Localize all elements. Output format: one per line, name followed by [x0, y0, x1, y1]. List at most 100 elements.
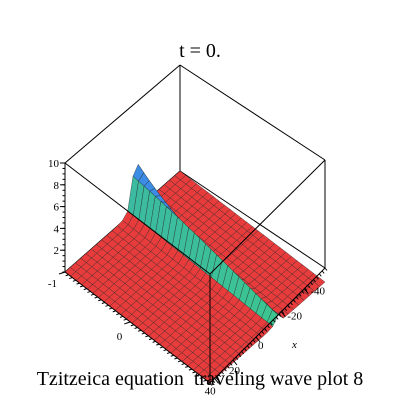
y-minor-tick [152, 340, 156, 343]
x-minor-tick [241, 351, 245, 355]
x-minor-tick [267, 325, 270, 329]
y-minor-tick [163, 349, 167, 352]
x-minor-tick [221, 371, 224, 375]
y-minor-tick [188, 368, 193, 371]
x-tick-label: 0 [258, 340, 264, 352]
z-tick-label: 10 [48, 158, 60, 170]
x-tick-label: -40 [310, 286, 325, 298]
x-minor-tick [269, 322, 273, 326]
z-tick-label: 4 [54, 223, 60, 235]
y-minor-tick [181, 363, 185, 366]
x-tick-label: -20 [287, 311, 302, 323]
y-minor-tick [61, 271, 66, 274]
y-minor-tick [116, 313, 120, 316]
y-minor-tick [145, 335, 149, 338]
x-minor-tick [318, 273, 322, 277]
y-minor-tick [170, 354, 174, 357]
x-minor-tick [223, 368, 227, 372]
x-minor-tick [232, 359, 236, 363]
y-minor-tick [105, 304, 109, 307]
x-minor-tick [255, 336, 259, 340]
x-minor-tick [275, 316, 279, 320]
y-minor-tick [94, 296, 98, 299]
y-minor-tick [112, 310, 116, 313]
y-minor-tick [137, 329, 142, 332]
x-minor-tick [301, 290, 305, 294]
y-minor-tick [69, 277, 73, 280]
x-minor-tick [209, 382, 213, 386]
y-minor-tick [123, 318, 127, 321]
y-minor-tick [206, 382, 211, 385]
x-minor-tick [298, 293, 302, 297]
x-minor-tick [290, 302, 293, 306]
y-minor-tick [185, 365, 189, 368]
x-tick-label: 20 [229, 365, 241, 377]
y-minor-tick [156, 343, 160, 346]
z-axis-ticks: 2 4 6 8 10 [48, 158, 65, 273]
y-minor-tick [195, 374, 200, 377]
x-minor-tick [304, 287, 308, 291]
y-minor-tick [119, 315, 124, 318]
x-tick-label: 40 [205, 385, 217, 397]
y-minor-tick [134, 327, 138, 329]
x-minor-tick [281, 310, 285, 314]
x-minor-tick [229, 362, 233, 366]
x-minor-tick [218, 374, 222, 378]
y-minor-tick [90, 293, 95, 296]
y-minor-tick [98, 299, 102, 302]
z-tick-label: 8 [54, 180, 60, 192]
x-minor-tick [284, 307, 288, 312]
y-tick-label: 0 [117, 331, 123, 343]
y-minor-tick [199, 376, 203, 379]
y-minor-tick [108, 307, 113, 310]
x-minor-tick [249, 342, 253, 346]
y-minor-tick [141, 332, 145, 335]
x-minor-tick [264, 328, 268, 332]
surface-plot [64, 164, 326, 384]
y-tick-label: -1 [48, 278, 57, 290]
x-minor-tick [287, 305, 291, 309]
y-minor-tick [76, 282, 80, 285]
x-minor-tick [235, 356, 239, 360]
x-minor-tick [226, 365, 230, 369]
chart-title: t = 0. [179, 40, 221, 62]
z-tick-label: 2 [54, 245, 60, 257]
x-minor-tick [315, 276, 319, 280]
box-edge-top-back-right [179, 64, 326, 161]
box-edge-top-back-left [64, 64, 181, 164]
y-minor-tick [72, 279, 77, 282]
y-minor-tick [79, 285, 84, 288]
x-tick-mark [303, 288, 309, 295]
y-axis-ticks: -1 0 [48, 271, 211, 385]
box-edge-top-front-right [209, 159, 326, 275]
y-minor-tick [166, 352, 171, 354]
x-minor-tick [310, 282, 314, 286]
x-minor-tick [212, 379, 216, 383]
y-minor-tick [203, 379, 207, 382]
x-minor-tick [324, 267, 328, 271]
x-tick-mark [280, 311, 286, 318]
y-minor-tick [192, 371, 196, 374]
x-minor-tick [307, 284, 311, 289]
y-minor-tick [127, 321, 131, 324]
y-minor-tick [148, 338, 153, 341]
y-minor-tick [65, 274, 69, 277]
y-minor-tick [177, 360, 182, 363]
x-minor-tick [238, 353, 242, 358]
y-minor-tick [159, 346, 164, 349]
x-minor-tick [215, 376, 219, 381]
y-minor-tick [83, 288, 87, 291]
x-minor-tick [246, 345, 250, 349]
x-minor-tick [258, 333, 262, 337]
x-minor-tick [272, 319, 276, 323]
x-minor-tick [261, 330, 265, 335]
x-axis-label: x [291, 339, 297, 351]
x-minor-tick [244, 348, 247, 352]
y-minor-tick [130, 324, 135, 327]
y-minor-tick [174, 357, 178, 360]
x-minor-tick [292, 299, 296, 303]
box-edge-back-floor-right [179, 170, 326, 269]
y-minor-tick [87, 290, 91, 293]
x-axis-ticks: -40 -20 0 20 40 [205, 267, 328, 397]
